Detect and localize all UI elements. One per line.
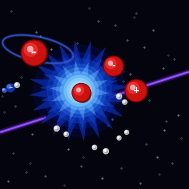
Circle shape bbox=[77, 88, 82, 93]
Circle shape bbox=[7, 85, 11, 88]
Circle shape bbox=[126, 81, 146, 101]
Circle shape bbox=[64, 76, 94, 106]
Circle shape bbox=[22, 41, 46, 64]
Text: -: - bbox=[112, 62, 115, 71]
Circle shape bbox=[74, 85, 91, 102]
Circle shape bbox=[56, 128, 58, 130]
Circle shape bbox=[28, 46, 33, 52]
Circle shape bbox=[117, 94, 122, 99]
Circle shape bbox=[7, 84, 14, 92]
Circle shape bbox=[24, 43, 37, 56]
Circle shape bbox=[15, 83, 19, 87]
Circle shape bbox=[65, 133, 66, 134]
Circle shape bbox=[64, 132, 68, 136]
Circle shape bbox=[124, 102, 126, 103]
Circle shape bbox=[128, 83, 139, 94]
Circle shape bbox=[17, 85, 18, 86]
Circle shape bbox=[125, 80, 147, 102]
Circle shape bbox=[73, 84, 86, 97]
Circle shape bbox=[42, 53, 117, 129]
Text: −: − bbox=[8, 85, 12, 90]
Circle shape bbox=[55, 127, 57, 129]
Circle shape bbox=[131, 85, 135, 90]
Polygon shape bbox=[44, 46, 120, 132]
Circle shape bbox=[104, 149, 106, 151]
Circle shape bbox=[94, 147, 96, 149]
Circle shape bbox=[123, 100, 127, 104]
Polygon shape bbox=[40, 51, 119, 130]
Text: +: + bbox=[132, 86, 140, 95]
Circle shape bbox=[73, 84, 89, 101]
Circle shape bbox=[75, 87, 84, 95]
Circle shape bbox=[86, 94, 91, 99]
Circle shape bbox=[106, 59, 116, 69]
Circle shape bbox=[54, 126, 59, 131]
Polygon shape bbox=[49, 61, 109, 121]
Circle shape bbox=[34, 45, 125, 136]
Circle shape bbox=[92, 145, 97, 149]
Circle shape bbox=[105, 151, 107, 153]
Circle shape bbox=[70, 81, 89, 100]
Circle shape bbox=[93, 146, 95, 148]
Circle shape bbox=[104, 56, 123, 76]
Circle shape bbox=[67, 78, 92, 103]
Circle shape bbox=[72, 84, 90, 102]
Circle shape bbox=[74, 86, 84, 95]
Circle shape bbox=[125, 131, 127, 132]
Polygon shape bbox=[29, 40, 130, 142]
Circle shape bbox=[47, 59, 112, 123]
Circle shape bbox=[105, 57, 122, 75]
Circle shape bbox=[125, 130, 129, 134]
Circle shape bbox=[21, 40, 47, 66]
Text: **: ** bbox=[31, 50, 37, 55]
Circle shape bbox=[117, 95, 119, 97]
Circle shape bbox=[53, 64, 106, 117]
Circle shape bbox=[87, 94, 89, 97]
Circle shape bbox=[60, 72, 98, 110]
Circle shape bbox=[126, 132, 128, 133]
Circle shape bbox=[127, 82, 148, 102]
Circle shape bbox=[23, 42, 48, 67]
Circle shape bbox=[123, 101, 125, 102]
Circle shape bbox=[57, 68, 102, 113]
Circle shape bbox=[108, 61, 112, 65]
Circle shape bbox=[77, 88, 80, 92]
Circle shape bbox=[118, 137, 119, 138]
Circle shape bbox=[119, 96, 121, 98]
Circle shape bbox=[117, 136, 121, 140]
Circle shape bbox=[88, 96, 90, 98]
Circle shape bbox=[66, 134, 67, 136]
Circle shape bbox=[119, 138, 120, 139]
Circle shape bbox=[105, 58, 124, 77]
Circle shape bbox=[103, 149, 108, 154]
Circle shape bbox=[15, 84, 17, 85]
